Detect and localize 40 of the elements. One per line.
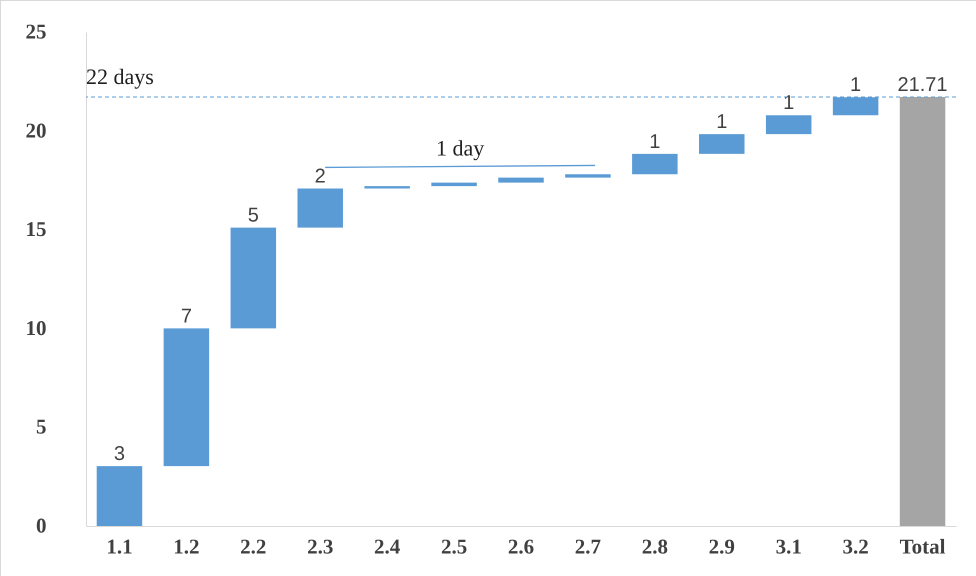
x-tick-label: 1.2 xyxy=(173,534,200,558)
data-label: 1 xyxy=(649,130,660,153)
x-tick-label: 3.2 xyxy=(842,534,869,558)
bar xyxy=(96,466,142,526)
data-label: 2 xyxy=(314,166,326,188)
bar xyxy=(498,178,544,183)
bar xyxy=(632,154,678,174)
bar xyxy=(900,97,946,526)
x-tick-label: 3.1 xyxy=(776,534,802,558)
y-tick-label: 15 xyxy=(26,217,46,242)
y-tick-label: 10 xyxy=(26,316,46,340)
bar xyxy=(164,328,210,466)
x-tick-label: 2.8 xyxy=(642,534,668,558)
x-tick-label: 2.9 xyxy=(708,534,735,558)
data-label: 7 xyxy=(180,305,192,328)
bar xyxy=(766,115,812,134)
y-tick-label: 0 xyxy=(36,514,46,538)
x-tick-label: 2.7 xyxy=(574,534,602,558)
x-tick-label: 2.3 xyxy=(307,534,334,558)
y-tick-label: 20 xyxy=(26,118,46,142)
data-label: 5 xyxy=(248,204,259,227)
x-tick-label: 2.4 xyxy=(374,534,401,558)
data-label: 1 xyxy=(783,92,794,114)
x-tick-label: 1.1 xyxy=(106,534,133,558)
bar xyxy=(431,182,477,186)
x-tick-label: Total xyxy=(900,534,946,558)
x-tick-label: 2.6 xyxy=(508,534,534,558)
data-label: 1 xyxy=(850,74,862,96)
bar xyxy=(699,134,745,154)
x-tick-label: 2.2 xyxy=(240,534,266,558)
data-label: 3 xyxy=(114,443,126,466)
bar xyxy=(230,228,276,328)
data-label: 1 xyxy=(716,111,728,134)
bar xyxy=(297,188,343,228)
y-tick-label: 5 xyxy=(36,414,46,439)
x-tick-label: 2.5 xyxy=(440,534,468,558)
data-label: 21.71 xyxy=(898,74,948,96)
annotation: 1 day xyxy=(436,135,484,160)
ref-line-label: 22 days xyxy=(86,64,154,90)
y-tick-label: 25 xyxy=(26,20,46,44)
